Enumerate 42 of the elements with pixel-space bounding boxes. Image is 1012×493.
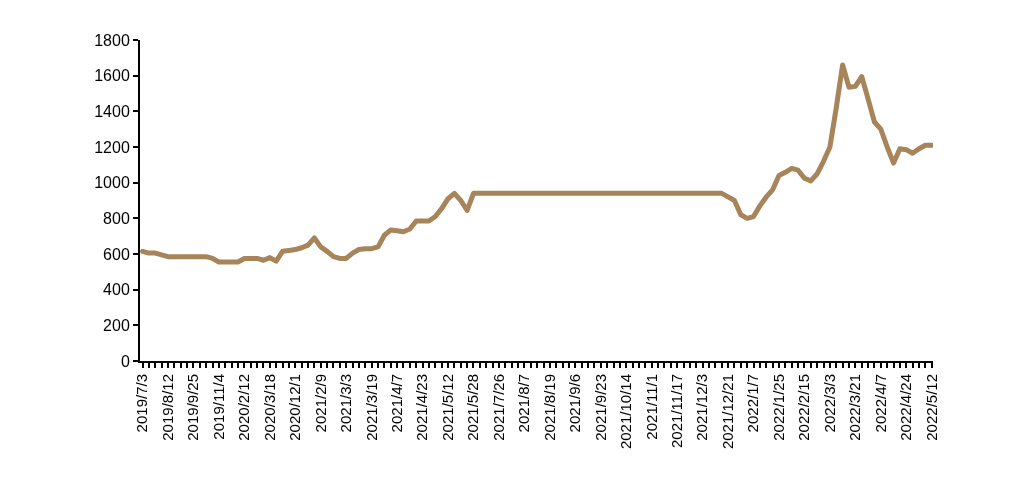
x-tick-label: 2021/5/12 xyxy=(438,374,456,441)
x-tick-label: 2020/2/12 xyxy=(235,374,253,441)
x-tick-label: 2019/9/25 xyxy=(184,374,202,441)
y-tick-label: 1000 xyxy=(94,174,130,192)
y-tick-label: 1600 xyxy=(94,67,130,85)
x-tick-label: 2021/3/19 xyxy=(362,374,380,441)
x-tick-label: 2021/4/7 xyxy=(387,374,405,433)
x-tick-label: 2021/12/3 xyxy=(693,374,711,441)
x-tick-label: 2021/8/19 xyxy=(540,374,558,441)
y-tick-label: 600 xyxy=(103,245,130,263)
x-tick-label: 2021/2/9 xyxy=(311,374,329,433)
x-tick-label: 2019/11/4 xyxy=(209,374,227,440)
x-tick-label: 2021/8/7 xyxy=(515,374,533,433)
x-tick-label: 2021/10/14 xyxy=(617,374,635,450)
y-tick-label: 400 xyxy=(103,281,130,299)
y-tick-label: 0 xyxy=(120,352,130,370)
x-tick-label: 2022/2/15 xyxy=(795,374,813,441)
x-tick-label: 2022/3/3 xyxy=(820,374,838,433)
x-tick-label: 2021/11/17 xyxy=(668,374,686,448)
x-tick-label: 2019/7/3 xyxy=(133,374,151,433)
y-tick-label: 800 xyxy=(103,209,130,227)
x-tick-label: 2021/7/26 xyxy=(489,374,507,441)
x-tick-label: 2021/4/23 xyxy=(413,374,431,441)
x-tick-label: 2021/9/23 xyxy=(591,374,609,441)
y-tick-label: 1200 xyxy=(94,138,130,156)
x-tick-label: 2019/8/12 xyxy=(158,374,176,441)
x-tick-label: 2021/9/6 xyxy=(566,374,584,433)
y-tick-label: 200 xyxy=(103,316,130,334)
y-tick-label: 1800 xyxy=(94,31,130,49)
x-tick-label: 2021/11/1 xyxy=(642,374,660,440)
x-tick-label: 2021/12/21 xyxy=(718,374,736,450)
x-tick-label: 2022/1/7 xyxy=(744,374,762,433)
x-tick-label: 2020/12/1 xyxy=(286,374,304,441)
x-tick-label: 2022/1/25 xyxy=(769,374,787,441)
x-tick-label: 2021/3/3 xyxy=(337,374,355,433)
x-tick-label: 2022/3/21 xyxy=(846,374,864,441)
x-tick-label: 2022/4/24 xyxy=(897,374,915,441)
x-tick-label: 2021/5/28 xyxy=(464,374,482,441)
x-tick-label: 2022/5/12 xyxy=(922,374,940,441)
x-tick-label: 2022/4/7 xyxy=(871,374,889,433)
x-tick-label: 2020/3/18 xyxy=(260,374,278,441)
y-tick-label: 1400 xyxy=(94,102,130,120)
